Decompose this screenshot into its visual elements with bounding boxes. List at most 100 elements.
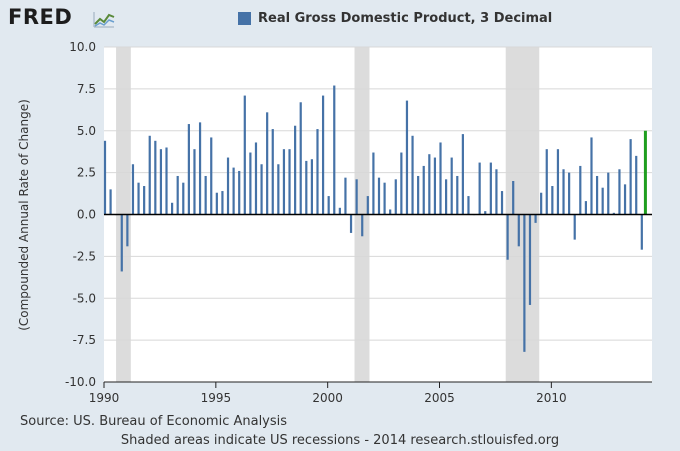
y-tick-label: 10.0 <box>69 40 96 54</box>
bar-1997Q1 <box>260 164 263 215</box>
bar-2013Q2 <box>623 184 627 215</box>
bar-1992Q3 <box>159 149 163 215</box>
bar-2004Q2 <box>422 165 425 215</box>
bar-1995Q1 <box>215 192 218 215</box>
bar-1997Q4 <box>277 164 280 215</box>
x-tick-label: 2000 <box>312 391 343 405</box>
bar-2005Q4 <box>456 175 459 215</box>
bar-2004Q1 <box>417 175 420 215</box>
bar-2012Q2 <box>601 187 604 215</box>
x-tick-label: 1990 <box>89 391 120 405</box>
bar-1999Q1 <box>305 160 308 215</box>
bar-1993Q2 <box>176 175 179 215</box>
bar-1995Q2 <box>221 191 224 215</box>
bar-1994Q1 <box>193 149 196 215</box>
bar-1996Q2 <box>243 95 246 215</box>
bar-2011Q1 <box>573 214 576 240</box>
bar-2008Q4 <box>523 214 526 352</box>
bar-2007Q4 <box>500 191 504 215</box>
bar-1994Q2 <box>198 122 202 215</box>
y-tick-label: -10.0 <box>65 375 96 389</box>
source-text: Source: US. Bureau of Economic Analysis <box>20 414 288 429</box>
bar-1997Q3 <box>271 129 274 215</box>
fred-logo-text: FRED <box>8 5 73 29</box>
bar-2009Q4 <box>545 149 548 215</box>
bar-1992Q4 <box>165 147 168 215</box>
bar-1996Q1 <box>238 170 241 215</box>
bar-2005Q3 <box>450 157 453 215</box>
bar-1991Q2 <box>131 164 135 215</box>
x-tick-label: 2005 <box>424 391 455 405</box>
y-tick-labels: 10.0 7.5 5.0 2.5 0.0 -2.5 -5.0 -7.5 -10.0 <box>65 40 96 389</box>
bar-2003Q3 <box>405 100 409 215</box>
bar-2011Q3 <box>584 201 587 215</box>
bar-1998Q3 <box>294 125 297 215</box>
bar-1991Q3 <box>137 182 140 215</box>
bar-2005Q1 <box>439 142 442 215</box>
bar-1993Q1 <box>171 202 174 215</box>
bar-1996Q3 <box>249 152 252 215</box>
bar-2007Q3 <box>495 169 498 215</box>
fred-chart-icon <box>93 12 115 28</box>
bar-1991Q1 <box>126 214 129 247</box>
bar-2002Q3 <box>383 182 386 215</box>
fred-logo[interactable]: FRED <box>8 5 118 35</box>
bar-2001Q4 <box>366 196 369 215</box>
bar-2013Q4 <box>635 155 638 215</box>
bar-1998Q2 <box>288 149 291 215</box>
bar-2002Q1 <box>372 152 375 215</box>
x-tick-label: 2010 <box>536 391 567 405</box>
bar-2014Q2 <box>643 130 647 215</box>
recession-note: Shaded areas indicate US recessions - 20… <box>120 433 560 448</box>
bar-2005Q2 <box>445 179 448 215</box>
bar-2006Q4 <box>478 162 481 215</box>
legend-label: Real Gross Domestic Product, 3 Decimal <box>258 11 553 26</box>
bar-2011Q2 <box>579 165 582 215</box>
bar-2009Q2 <box>534 214 537 223</box>
y-tick-label: 5.0 <box>77 124 96 138</box>
bar-2008Q2 <box>512 181 515 215</box>
bar-1992Q1 <box>148 135 151 215</box>
bar-2001Q3 <box>361 214 364 237</box>
bar-2006Q1 <box>461 134 464 215</box>
bar-2000Q1 <box>327 196 330 215</box>
bar-1990Q2 <box>109 189 112 215</box>
bar-1998Q1 <box>282 149 286 215</box>
bar-1993Q3 <box>182 182 185 215</box>
bar-1992Q2 <box>154 140 157 215</box>
bar-1994Q3 <box>204 175 207 215</box>
chart-legend: Real Gross Domestic Product, 3 Decimal <box>238 11 552 26</box>
bar-2008Q3 <box>517 214 520 247</box>
bar-2003Q1 <box>394 179 397 215</box>
bar-2008Q1 <box>506 214 509 260</box>
bar-1995Q4 <box>232 167 235 215</box>
bar-2007Q1 <box>484 211 487 215</box>
bar-2002Q4 <box>389 209 392 215</box>
bar-1999Q2 <box>310 159 313 215</box>
y-tick-label: -2.5 <box>73 249 96 263</box>
bar-2012Q4 <box>612 212 615 215</box>
y-tick-label: 7.5 <box>77 82 96 96</box>
bar-2000Q4 <box>344 177 347 215</box>
x-tick-labels: 1990 1995 2000 2005 2010 <box>89 382 567 405</box>
legend-swatch <box>238 12 251 25</box>
bar-2000Q3 <box>338 207 341 215</box>
bar-2004Q3 <box>428 154 431 215</box>
bar-2010Q3 <box>562 169 565 215</box>
bar-2013Q1 <box>618 169 621 215</box>
bar-1990Q4 <box>120 214 123 272</box>
bar-2006Q2 <box>467 196 470 215</box>
bar-1997Q2 <box>266 112 269 215</box>
bar-2007Q2 <box>489 162 492 215</box>
bar-2000Q2 <box>333 85 336 215</box>
bar-2009Q1 <box>528 214 532 305</box>
bar-1994Q4 <box>210 137 213 215</box>
bar-2009Q3 <box>540 192 543 215</box>
bar-1999Q3 <box>316 129 319 215</box>
bar-2002Q2 <box>377 177 381 215</box>
bar-2012Q1 <box>595 175 599 215</box>
bar-2010Q4 <box>568 172 571 215</box>
bar-2001Q2 <box>355 179 358 215</box>
bar-2003Q2 <box>400 152 403 215</box>
